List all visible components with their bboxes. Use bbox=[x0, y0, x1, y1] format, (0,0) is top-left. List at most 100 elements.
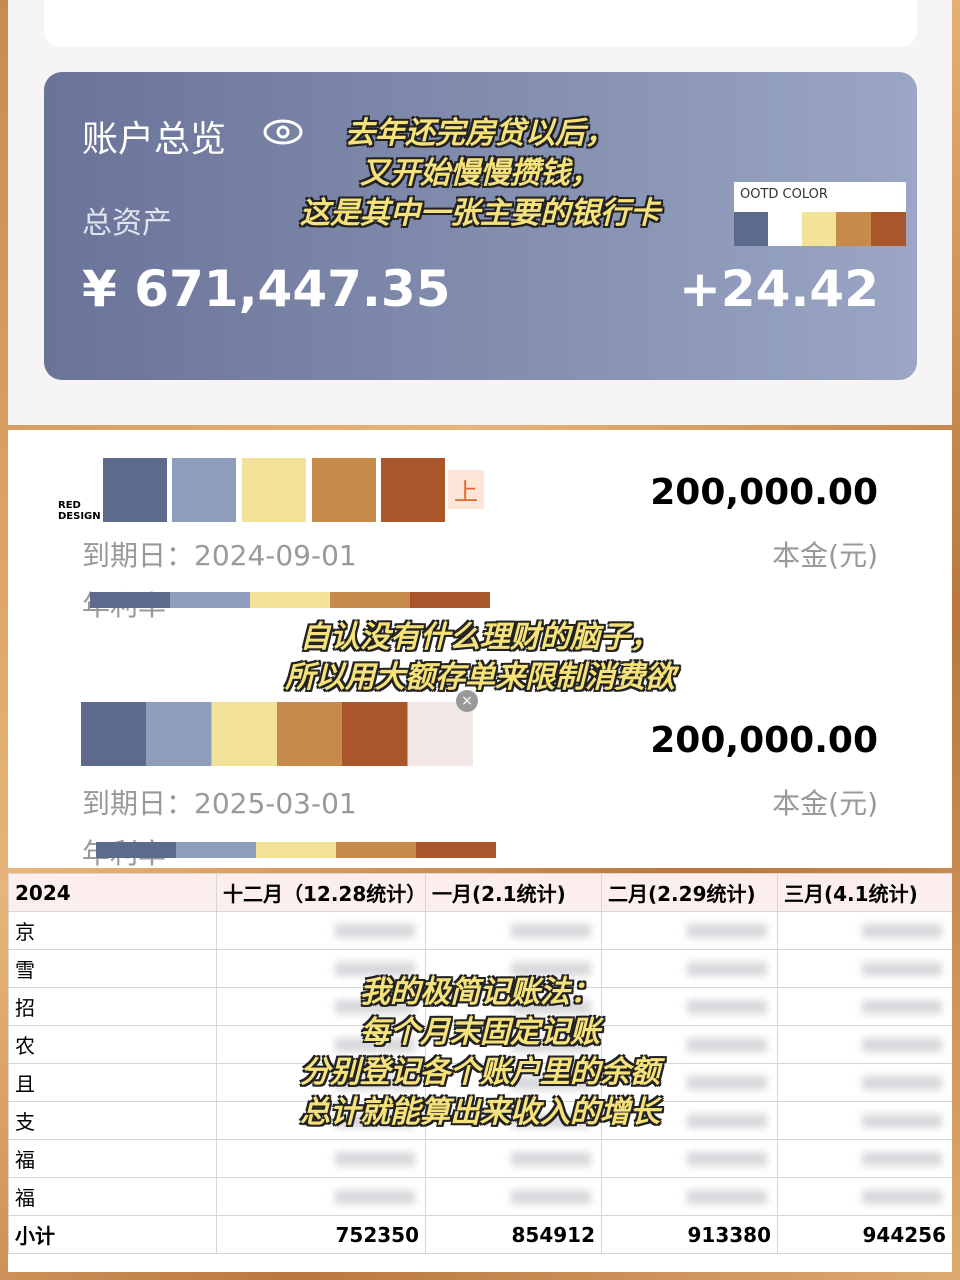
palette: OOTD COLOR bbox=[734, 182, 906, 246]
eye-icon[interactable] bbox=[262, 118, 304, 146]
unit: 本金(元) bbox=[772, 539, 878, 572]
redaction bbox=[862, 962, 942, 976]
palette bbox=[81, 702, 473, 766]
redaction bbox=[511, 924, 591, 938]
redaction bbox=[511, 1152, 591, 1166]
subtotal-row: 小计 752350 854912 913380 944256 bbox=[8, 1215, 952, 1254]
redaction bbox=[862, 1038, 942, 1052]
blurred-cell bbox=[601, 911, 778, 950]
redaction bbox=[335, 1038, 415, 1052]
subtotal-cell: 944256 bbox=[777, 1215, 952, 1254]
redaction bbox=[335, 924, 415, 938]
caption: 总计就能算出来收入的增长 bbox=[300, 1095, 660, 1130]
caption: 自认没有什么理财的脑子， bbox=[300, 620, 660, 655]
row: 福 bbox=[8, 1139, 952, 1178]
redaction bbox=[511, 1190, 591, 1204]
blurred-cell bbox=[216, 1025, 426, 1064]
redaction bbox=[335, 1076, 415, 1090]
redaction bbox=[687, 1076, 767, 1090]
subtotal-cell: 小计 bbox=[8, 1215, 217, 1254]
header-cell: 三月(4.1统计) bbox=[777, 873, 952, 912]
panel-deposits: RED DESIGN 上 200,000.00 到期日：2024-09-01 本… bbox=[8, 430, 952, 868]
header-cell: 2024 bbox=[8, 873, 217, 912]
row: 京 bbox=[8, 911, 952, 950]
header-row: 2024 十二月（12.28统计） 一月(2.1统计) 二月(2.29统计) 三月(4.… bbox=[8, 873, 952, 912]
title: 账户总览 bbox=[82, 119, 227, 160]
blurred-cell bbox=[601, 987, 778, 1026]
blurred-cell bbox=[601, 1063, 778, 1102]
blurred-cell bbox=[601, 1139, 778, 1178]
blurred-cell bbox=[777, 987, 952, 1026]
subtotal-cell: 752350 bbox=[216, 1215, 426, 1254]
tag: 上 bbox=[448, 470, 484, 509]
redaction bbox=[687, 1190, 767, 1204]
redaction bbox=[687, 924, 767, 938]
caption: 去年还完房贷以后， bbox=[345, 116, 615, 151]
subtotal-cell: 854912 bbox=[425, 1215, 602, 1254]
blurred-cell bbox=[216, 1063, 426, 1102]
blurred-cell bbox=[777, 1177, 952, 1216]
due-date: 到期日：2025-03-01 bbox=[82, 787, 357, 820]
redaction bbox=[335, 1152, 415, 1166]
blurred-cell bbox=[216, 911, 426, 950]
palette-label: OOTD COLOR bbox=[740, 187, 828, 202]
caption: 所以用大额存单来限制消费欲 bbox=[285, 660, 675, 695]
blurred-cell bbox=[425, 1063, 602, 1102]
redaction bbox=[511, 1000, 591, 1014]
blurred-cell bbox=[425, 911, 602, 950]
redaction bbox=[511, 1114, 591, 1128]
subtotal-cell: 913380 bbox=[601, 1215, 778, 1254]
blurred-cell bbox=[425, 1139, 602, 1178]
redaction bbox=[687, 1152, 767, 1166]
total: ¥ 671,447.35 bbox=[82, 260, 451, 318]
redaction bbox=[862, 1190, 942, 1204]
redaction bbox=[687, 1114, 767, 1128]
total-label: 总资产 bbox=[82, 206, 172, 241]
redaction bbox=[511, 1076, 591, 1090]
row-label: 福 bbox=[8, 1177, 217, 1216]
blurred-cell bbox=[216, 1177, 426, 1216]
blurred-cell bbox=[777, 949, 952, 988]
panel-table: 2024 十二月（12.28统计） 一月(2.1统计) 二月(2.29统计) 三月(4.… bbox=[8, 873, 952, 1272]
ledger-table: 2024 十二月（12.28统计） 一月(2.1统计) 二月(2.29统计) 三月(4.… bbox=[8, 873, 952, 1254]
redaction bbox=[511, 1038, 591, 1052]
palette-strip bbox=[90, 592, 490, 608]
redaction bbox=[862, 1114, 942, 1128]
row-label: 福 bbox=[8, 1139, 217, 1178]
redaction bbox=[862, 1000, 942, 1014]
palette-strip bbox=[96, 842, 496, 858]
blurred-cell bbox=[216, 987, 426, 1026]
row: 农 bbox=[8, 1025, 952, 1064]
redaction bbox=[511, 962, 591, 976]
caption: 又开始慢慢攒钱， bbox=[360, 156, 600, 191]
row: 雪 bbox=[8, 949, 952, 988]
redaction bbox=[862, 1076, 942, 1090]
blurred-cell bbox=[601, 1177, 778, 1216]
redaction bbox=[335, 1190, 415, 1204]
caption: 每个月末固定记账 bbox=[360, 1015, 600, 1050]
blurred-cell bbox=[425, 987, 602, 1026]
blurred-cell bbox=[425, 1177, 602, 1216]
due-date: 到期日：2024-09-01 bbox=[82, 539, 357, 572]
panel-overview: 账户总览 总资产 ¥ 671,447.35 +24.42 OOTD COLOR … bbox=[8, 0, 952, 425]
overview-card: 账户总览 总资产 ¥ 671,447.35 +24.42 OOTD COLOR bbox=[44, 72, 917, 380]
amount: 200,000.00 bbox=[650, 472, 878, 513]
blurred-cell bbox=[777, 911, 952, 950]
header-cell: 十二月（12.28统计） bbox=[216, 873, 426, 912]
redaction bbox=[335, 962, 415, 976]
header-cell: 一月(2.1统计) bbox=[425, 873, 602, 912]
row: 且 bbox=[8, 1063, 952, 1102]
blurred-cell bbox=[777, 1025, 952, 1064]
redaction bbox=[687, 1000, 767, 1014]
close-button[interactable]: × bbox=[456, 690, 478, 712]
unit: 本金(元) bbox=[772, 787, 878, 820]
caption: 分别登记各个账户里的余额 bbox=[300, 1055, 660, 1090]
row-label: 且 bbox=[8, 1063, 217, 1102]
change: +24.42 bbox=[678, 260, 879, 318]
redaction bbox=[335, 1000, 415, 1014]
brand: RED DESIGN bbox=[58, 500, 101, 522]
blurred-cell bbox=[425, 949, 602, 988]
blurred-cell bbox=[216, 949, 426, 988]
blurred-cell bbox=[777, 1139, 952, 1178]
